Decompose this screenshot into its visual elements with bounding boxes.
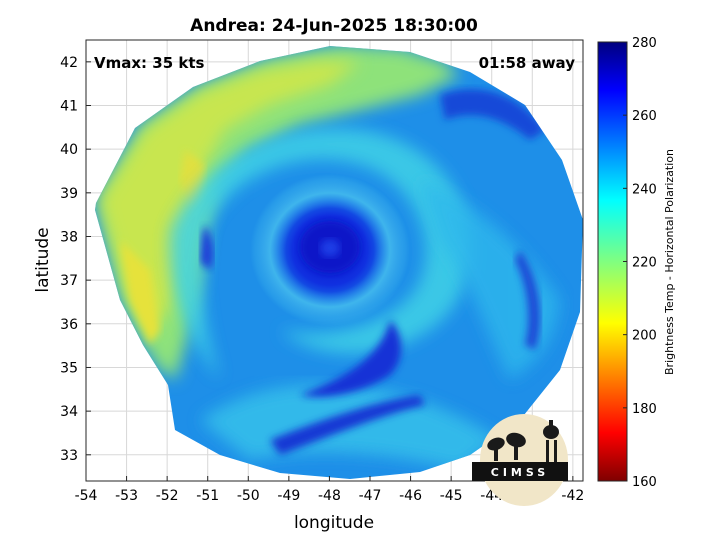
colorbar-tick-label: 240 <box>632 182 657 197</box>
x-tick-label: -50 <box>237 488 260 504</box>
figure-title: Andrea: 24-Jun-2025 18:30:00 <box>190 16 478 36</box>
colorbar-label: Brightness Temp - Horizontal Polarizatio… <box>663 149 676 375</box>
brightness-temperature-swath <box>95 46 583 479</box>
x-tick-label: -42 <box>561 488 584 504</box>
x-tick-label: -49 <box>277 488 300 504</box>
x-tick-label: -51 <box>196 488 219 504</box>
y-tick-label: 38 <box>60 229 78 245</box>
x-tick-label: -47 <box>359 488 382 504</box>
y-tick-label: 41 <box>60 98 78 114</box>
x-axis-label: longitude <box>294 513 374 533</box>
x-tick-label: -54 <box>75 488 98 504</box>
colorbar-tick-label: 180 <box>632 402 657 417</box>
logo-text: CIMSS <box>491 466 549 479</box>
colorbar-tick-label: 220 <box>632 256 657 271</box>
cimss-logo: CIMSS <box>472 414 568 506</box>
colorbar-tick-label: 200 <box>632 329 657 344</box>
time-away-label: 01:58 away <box>479 54 576 72</box>
y-tick-label: 34 <box>60 404 78 420</box>
axes-frame <box>85 39 584 482</box>
x-tick-label: -48 <box>318 488 341 504</box>
y-axis-ticks: 42 41 40 39 38 37 36 35 34 33 <box>60 55 91 464</box>
y-tick-label: 36 <box>60 317 78 333</box>
colorbar-tick-label: 260 <box>632 109 657 124</box>
x-tick-label: -52 <box>156 488 179 504</box>
colorbar-tick-label: 160 <box>632 475 657 490</box>
colorbar <box>597 41 628 482</box>
y-tick-label: 37 <box>60 273 78 289</box>
vmax-label: Vmax: 35 kts <box>94 54 204 72</box>
y-tick-label: 40 <box>60 142 78 158</box>
colorbar-tick-label: 280 <box>632 36 657 51</box>
x-tick-label: -45 <box>440 488 463 504</box>
y-tick-label: 39 <box>60 186 78 202</box>
y-axis-label: latitude <box>33 227 53 292</box>
y-tick-label: 42 <box>60 55 78 71</box>
y-tick-label: 33 <box>60 448 78 464</box>
colorbar-ticks: 280 260 240 220 200 180 160 <box>623 36 657 490</box>
x-tick-label: -46 <box>399 488 422 504</box>
x-tick-label: -53 <box>115 488 138 504</box>
y-tick-label: 35 <box>60 360 78 376</box>
